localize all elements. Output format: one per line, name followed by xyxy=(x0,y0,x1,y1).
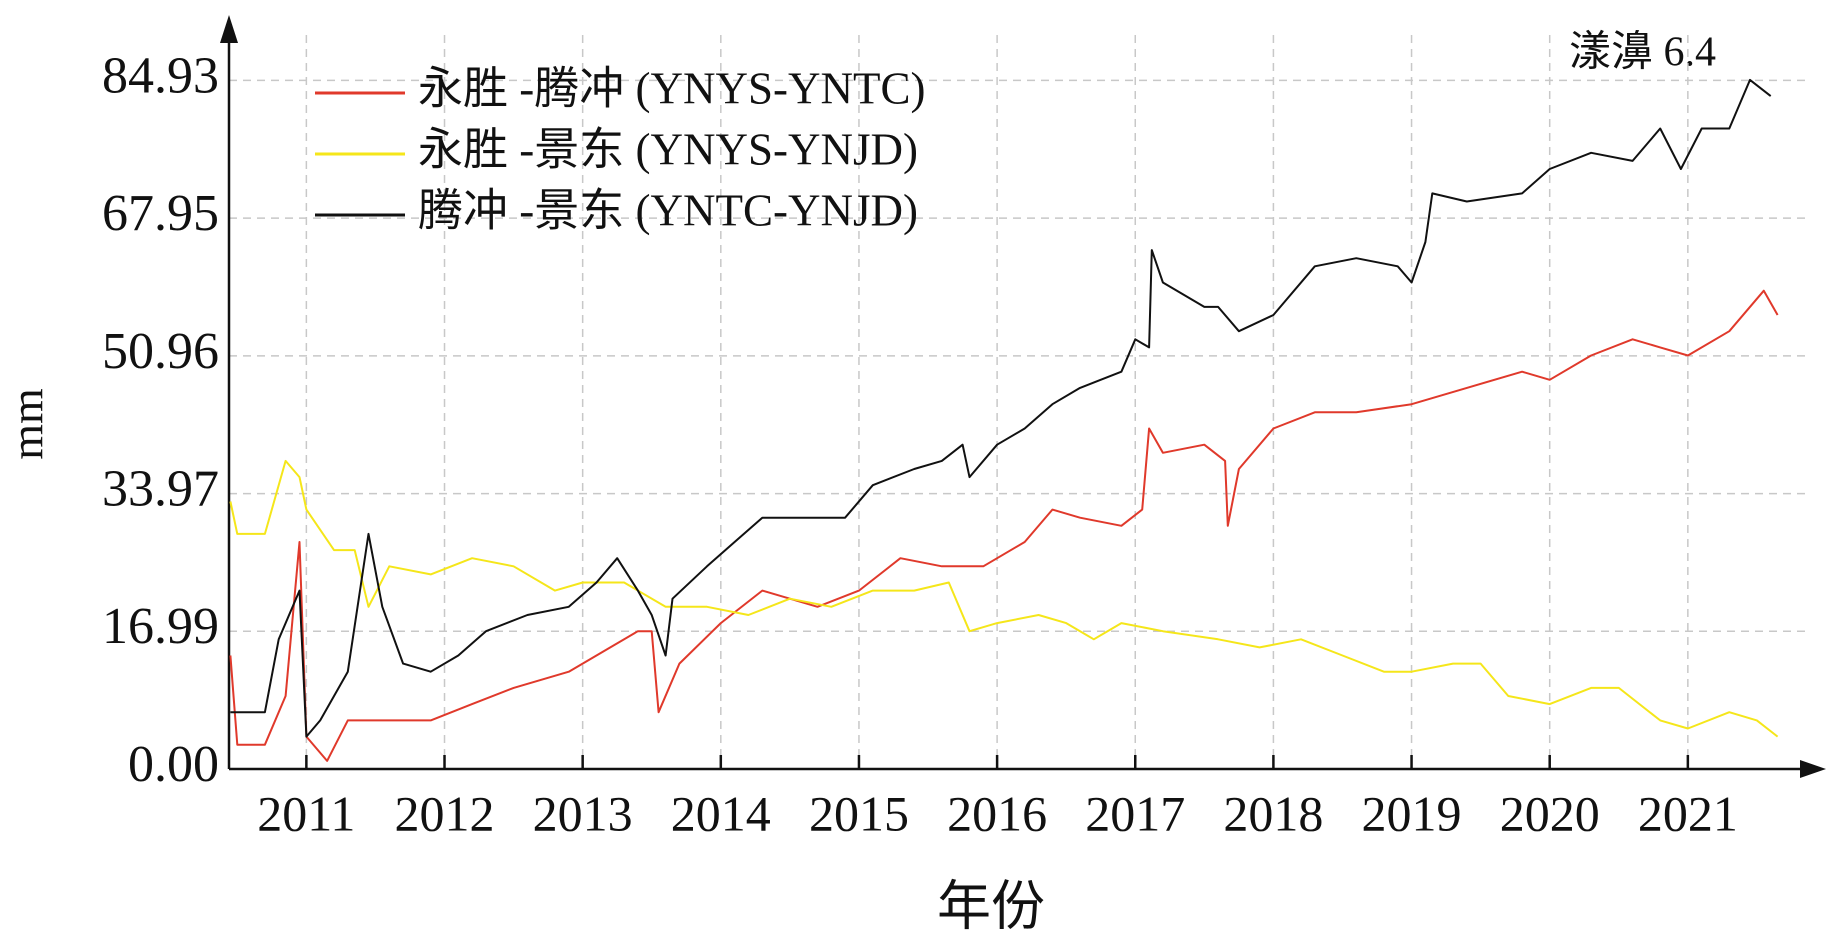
x-axis-label: 年份 xyxy=(937,876,1045,936)
y-tick-label: 33.97 xyxy=(102,461,219,518)
y-axis-label: mm xyxy=(2,388,53,460)
annotation: 漾濞 6.4 xyxy=(1569,29,1716,76)
legend-label: 永胜 -景东 (YNYS-YNJD) xyxy=(418,124,918,174)
y-axis-arrow xyxy=(220,15,238,43)
legend-label: 腾冲 -景东 (YNTC-YNJD) xyxy=(418,185,918,235)
x-tick-label: 2013 xyxy=(533,785,633,841)
x-tick-label: 2014 xyxy=(671,785,771,841)
series-line xyxy=(230,78,1772,738)
series-line xyxy=(229,289,1779,762)
x-tick-label: 2015 xyxy=(809,785,909,841)
y-tick-label: 67.95 xyxy=(102,185,219,242)
x-tick-label: 2020 xyxy=(1500,785,1600,841)
y-tick-label: 84.93 xyxy=(102,47,219,104)
x-axis-arrow xyxy=(1800,760,1826,778)
x-tick-label: 2019 xyxy=(1362,785,1462,841)
x-tick-label: 2017 xyxy=(1085,785,1185,841)
x-tick-label: 2012 xyxy=(395,785,495,841)
y-tick-label: 50.96 xyxy=(102,323,219,380)
x-tick-label: 2016 xyxy=(947,785,1047,841)
y-tick-label: 0.00 xyxy=(128,736,219,793)
series-line xyxy=(229,459,1779,738)
x-tick-label: 2011 xyxy=(257,785,355,841)
y-tick-label: 16.99 xyxy=(102,598,219,655)
x-tick-label: 2021 xyxy=(1638,785,1738,841)
x-tick-label: 2018 xyxy=(1223,785,1323,841)
legend-label: 永胜 -腾冲 (YNYS-YNTC) xyxy=(418,63,925,113)
